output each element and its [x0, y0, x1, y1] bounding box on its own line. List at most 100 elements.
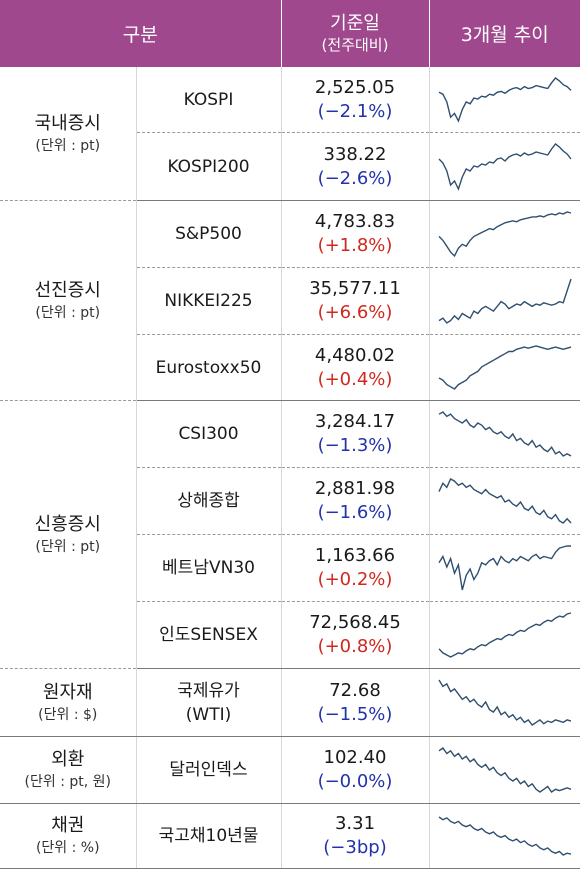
value-cell: 35,577.11 (+6.6%)	[281, 267, 430, 335]
trend-cell	[429, 668, 580, 737]
table-row: Eurostoxx50 4,480.02 (+0.4%)	[0, 334, 580, 401]
index-value: 4,783.83	[314, 211, 396, 232]
index-value: 3.31	[334, 813, 376, 834]
value-cell: 4,480.02 (+0.4%)	[281, 334, 430, 401]
value-cell: 3.31 (−3bp)	[281, 803, 430, 869]
trend-cell	[429, 601, 580, 669]
weekly-change: (−0.0%)	[317, 771, 393, 792]
index-value: 102.40	[323, 747, 387, 768]
table-row: 신흥증시 (단위 : pt) CSI300 3,284.17 (−1.3%)	[0, 400, 580, 669]
category-name: 선진증시	[34, 279, 101, 301]
weekly-change: (+0.8%)	[317, 636, 393, 657]
value-cell: 4,783.83 (+1.8%)	[281, 200, 430, 268]
category-cell: 원자재 (단위 : $)	[0, 668, 137, 737]
header-date: 기준일 (전주대비)	[280, 0, 429, 67]
table-row: 인도SENSEX 72,568.45 (+0.8%)	[0, 601, 580, 669]
table-row: NIKKEI225 35,577.11 (+6.6%)	[0, 267, 580, 335]
sparkline-line	[438, 545, 571, 591]
weekly-change: (−1.5%)	[317, 703, 393, 725]
index-value: 72.68	[329, 679, 381, 701]
trend-cell	[429, 267, 580, 335]
index-name-text: 상해종합	[177, 491, 240, 511]
value-cell: 3,284.17 (−1.3%)	[281, 400, 430, 468]
weekly-change: (−2.1%)	[317, 100, 393, 122]
index-name: CSI300	[136, 400, 282, 468]
index-name: 달러인덱스	[136, 736, 282, 804]
sparkline-chart	[438, 278, 572, 324]
category-unit: (단위 : %)	[35, 840, 100, 856]
index-value: 3,284.17	[314, 411, 396, 432]
index-name-text: Eurostoxx50	[155, 357, 262, 378]
table-row: 상해종합 2,881.98 (−1.6%)	[0, 467, 580, 535]
sparkline-chart	[438, 747, 571, 793]
table-row: 원자재 (단위 : $) 국제유가 (WTI) 72.68 (−1.5%)	[0, 668, 580, 737]
index-value: 2,881.98	[314, 478, 396, 499]
index-name-text: 인도SENSEX	[159, 625, 258, 645]
category-unit: (단위 : pt)	[35, 538, 101, 555]
category-name: 외환	[51, 749, 85, 770]
category-cell: 선진증시 (단위 : pt)	[0, 200, 137, 401]
value-cell: 2,881.98 (−1.6%)	[281, 467, 430, 535]
header-category: 구분	[0, 0, 281, 67]
weekly-change: (−3bp)	[323, 837, 387, 858]
index-name: 인도SENSEX	[136, 601, 282, 669]
index-name: 국제유가 (WTI)	[136, 668, 282, 737]
index-name-text: S&P500	[175, 224, 242, 244]
trend-cell	[429, 467, 580, 535]
sparkline-line	[438, 143, 572, 191]
index-name-text: NIKKEI225	[164, 291, 253, 311]
trend-cell	[429, 534, 580, 602]
category-unit: (단위 : $)	[38, 706, 98, 723]
sparkline-chart	[438, 143, 572, 191]
category-name: 원자재	[42, 681, 93, 703]
sparkline-line	[438, 816, 571, 856]
index-name: KOSPI200	[136, 132, 282, 201]
category-cell: 신흥증시 (단위 : pt)	[0, 400, 137, 669]
sparkline-chart	[438, 816, 571, 856]
index-name: Eurostoxx50	[136, 334, 282, 401]
sparkline-line	[438, 679, 571, 726]
weekly-change: (+6.6%)	[317, 302, 393, 323]
index-name: 상해종합	[136, 467, 282, 535]
value-cell: 2,525.05 (−2.1%)	[281, 67, 430, 133]
header-date-label: 기준일	[330, 12, 380, 34]
index-value: 4,480.02	[314, 344, 396, 366]
value-cell: 72.68 (−1.5%)	[281, 668, 430, 737]
index-value: 338.22	[323, 143, 387, 165]
trend-cell	[429, 400, 580, 468]
index-value: 72,568.45	[309, 612, 401, 633]
header-trend: 3개월 추이	[428, 0, 580, 67]
category-cell: 국내증시 (단위 : pt)	[0, 67, 137, 201]
category-name: 신흥증시	[34, 513, 101, 535]
table-row: 채권 (단위 : %) 국고채10년물 3.31 (−3bp)	[0, 803, 580, 869]
index-name: KOSPI	[136, 67, 282, 133]
index-value: 35,577.11	[309, 278, 401, 299]
table-header: 구분 기준일 (전주대비) 3개월 추이	[0, 0, 580, 67]
index-name-text: KOSPI	[183, 89, 234, 110]
index-name: 베트남VN30	[136, 534, 282, 602]
sparkline-chart	[438, 211, 571, 258]
index-name-text: 국고채10년물	[158, 826, 259, 846]
sparkline-line	[438, 411, 572, 457]
index-name: 국고채10년물	[136, 803, 282, 869]
sparkline-line	[438, 211, 571, 258]
index-name: NIKKEI225	[136, 267, 282, 335]
weekly-change: (−1.6%)	[317, 502, 393, 523]
sparkline-chart	[438, 478, 572, 524]
table-row: 국내증시 (단위 : pt) KOSPI 2,525.05 (−2.1%)	[0, 67, 580, 201]
index-value: 1,163.66	[314, 545, 396, 566]
index-name: S&P500	[136, 200, 282, 268]
trend-cell	[429, 736, 580, 804]
category-cell: 채권 (단위 : %)	[0, 803, 137, 869]
value-cell: 1,163.66 (+0.2%)	[281, 534, 430, 602]
sparkline-chart	[438, 411, 572, 457]
category-unit: (단위 : pt)	[35, 137, 101, 154]
value-cell: 338.22 (−2.6%)	[281, 132, 430, 201]
weekly-change: (−2.6%)	[317, 167, 393, 189]
trend-cell	[429, 200, 580, 268]
weekly-change: (+1.8%)	[317, 235, 393, 256]
index-name-text: 베트남VN30	[162, 558, 255, 578]
weekly-change: (+0.2%)	[317, 569, 393, 590]
sparkline-chart	[438, 612, 571, 658]
